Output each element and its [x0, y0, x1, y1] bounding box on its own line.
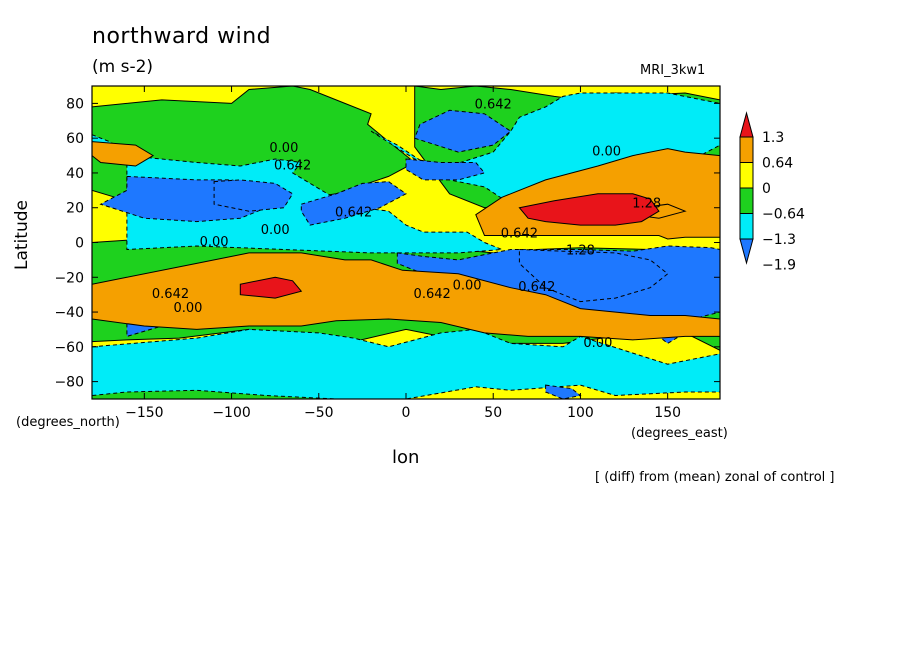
model-name: MRI_3kw1: [640, 63, 706, 78]
contour-label: 0.642: [475, 98, 512, 113]
y-tick-label: −40: [54, 305, 84, 321]
contour-region: [239, 276, 303, 299]
colorbar-label: 0: [762, 181, 771, 197]
contour-label: 0.00: [200, 235, 229, 250]
x-tick-label: 0: [402, 405, 411, 421]
contour-label: 0.00: [583, 336, 612, 351]
y-tick-label: −80: [54, 375, 84, 391]
y-tick-label: 80: [66, 96, 84, 112]
colorbar-segment: [739, 136, 754, 163]
y-tick-label: 40: [66, 166, 84, 182]
contour-region: [545, 384, 582, 399]
contour-label-layer: 0.6420.000.6420.000.6420.000.001.280.642…: [152, 98, 661, 351]
contour-label: 0.642: [152, 287, 189, 302]
colorbar-bottom-arrow: [739, 238, 754, 265]
colorbar-label: −0.64: [762, 207, 805, 223]
x-tick-label: −100: [212, 405, 250, 421]
contour-region: [405, 158, 486, 181]
contour-region: [213, 179, 294, 212]
x-axis-unit: (degrees_east): [631, 426, 728, 441]
contour-label: 0.642: [501, 226, 538, 241]
contour-label: 0.00: [592, 145, 621, 160]
contour-fill-layer: [92, 86, 720, 399]
contour-label: 0.642: [335, 205, 372, 220]
difference-note: [ (diff) from (mean) zonal of control ]: [595, 470, 835, 485]
contour-label: 0.642: [518, 280, 555, 295]
x-tick-label: 150: [654, 405, 681, 421]
x-tick-label: −50: [304, 405, 334, 421]
x-tick-label: 50: [484, 405, 502, 421]
contour-label: 0.642: [274, 158, 311, 173]
contour-region: [518, 193, 660, 226]
axis-layer: −150 −100 −50 0 50 100 150 80 60 40 20 0 −20 −40 −60 −8…: [54, 86, 720, 421]
contour-label: 0.00: [453, 278, 482, 293]
contour-region: [300, 181, 407, 226]
x-axis-label: lon: [392, 447, 420, 468]
chart-title: northward wind: [92, 24, 272, 49]
contour-region: [92, 252, 720, 341]
y-tick-label: 60: [66, 131, 84, 147]
chart-units: (m s-2): [92, 57, 154, 77]
colorbar-label: 1.3: [762, 130, 784, 146]
colorbar-segment: [739, 187, 754, 214]
contour-label: 0.00: [269, 141, 298, 156]
y-tick-label: 20: [66, 201, 84, 217]
contour-region: [92, 141, 155, 167]
contour-region: [92, 328, 720, 399]
colorbar-top-arrow: [739, 111, 754, 138]
contour-region: [518, 248, 669, 303]
colorbar-label: −1.3: [762, 232, 796, 248]
y-tick-label: −60: [54, 340, 84, 356]
x-tick-label: 100: [567, 405, 594, 421]
contour-region: [414, 109, 512, 153]
y-axis-unit: (degrees_north): [16, 415, 120, 430]
colorbar: 1.3 0.64 0 −0.64 −1.3 −1.9: [739, 111, 805, 274]
contour-label: 1.28: [632, 197, 661, 212]
y-tick-label: 0: [75, 236, 84, 252]
contour-label: 0.00: [261, 223, 290, 238]
contour-label: 0.00: [173, 301, 202, 316]
colorbar-label: 0.64: [762, 156, 793, 172]
x-tick-label: −150: [125, 405, 163, 421]
colorbar-segment: [739, 213, 754, 240]
y-tick-label: −20: [54, 270, 84, 286]
colorbar-label: −1.9: [762, 258, 796, 274]
colorbar-segment: [739, 162, 754, 189]
contour-label: 0.642: [414, 287, 451, 302]
contour-label: 1.28: [566, 244, 595, 259]
